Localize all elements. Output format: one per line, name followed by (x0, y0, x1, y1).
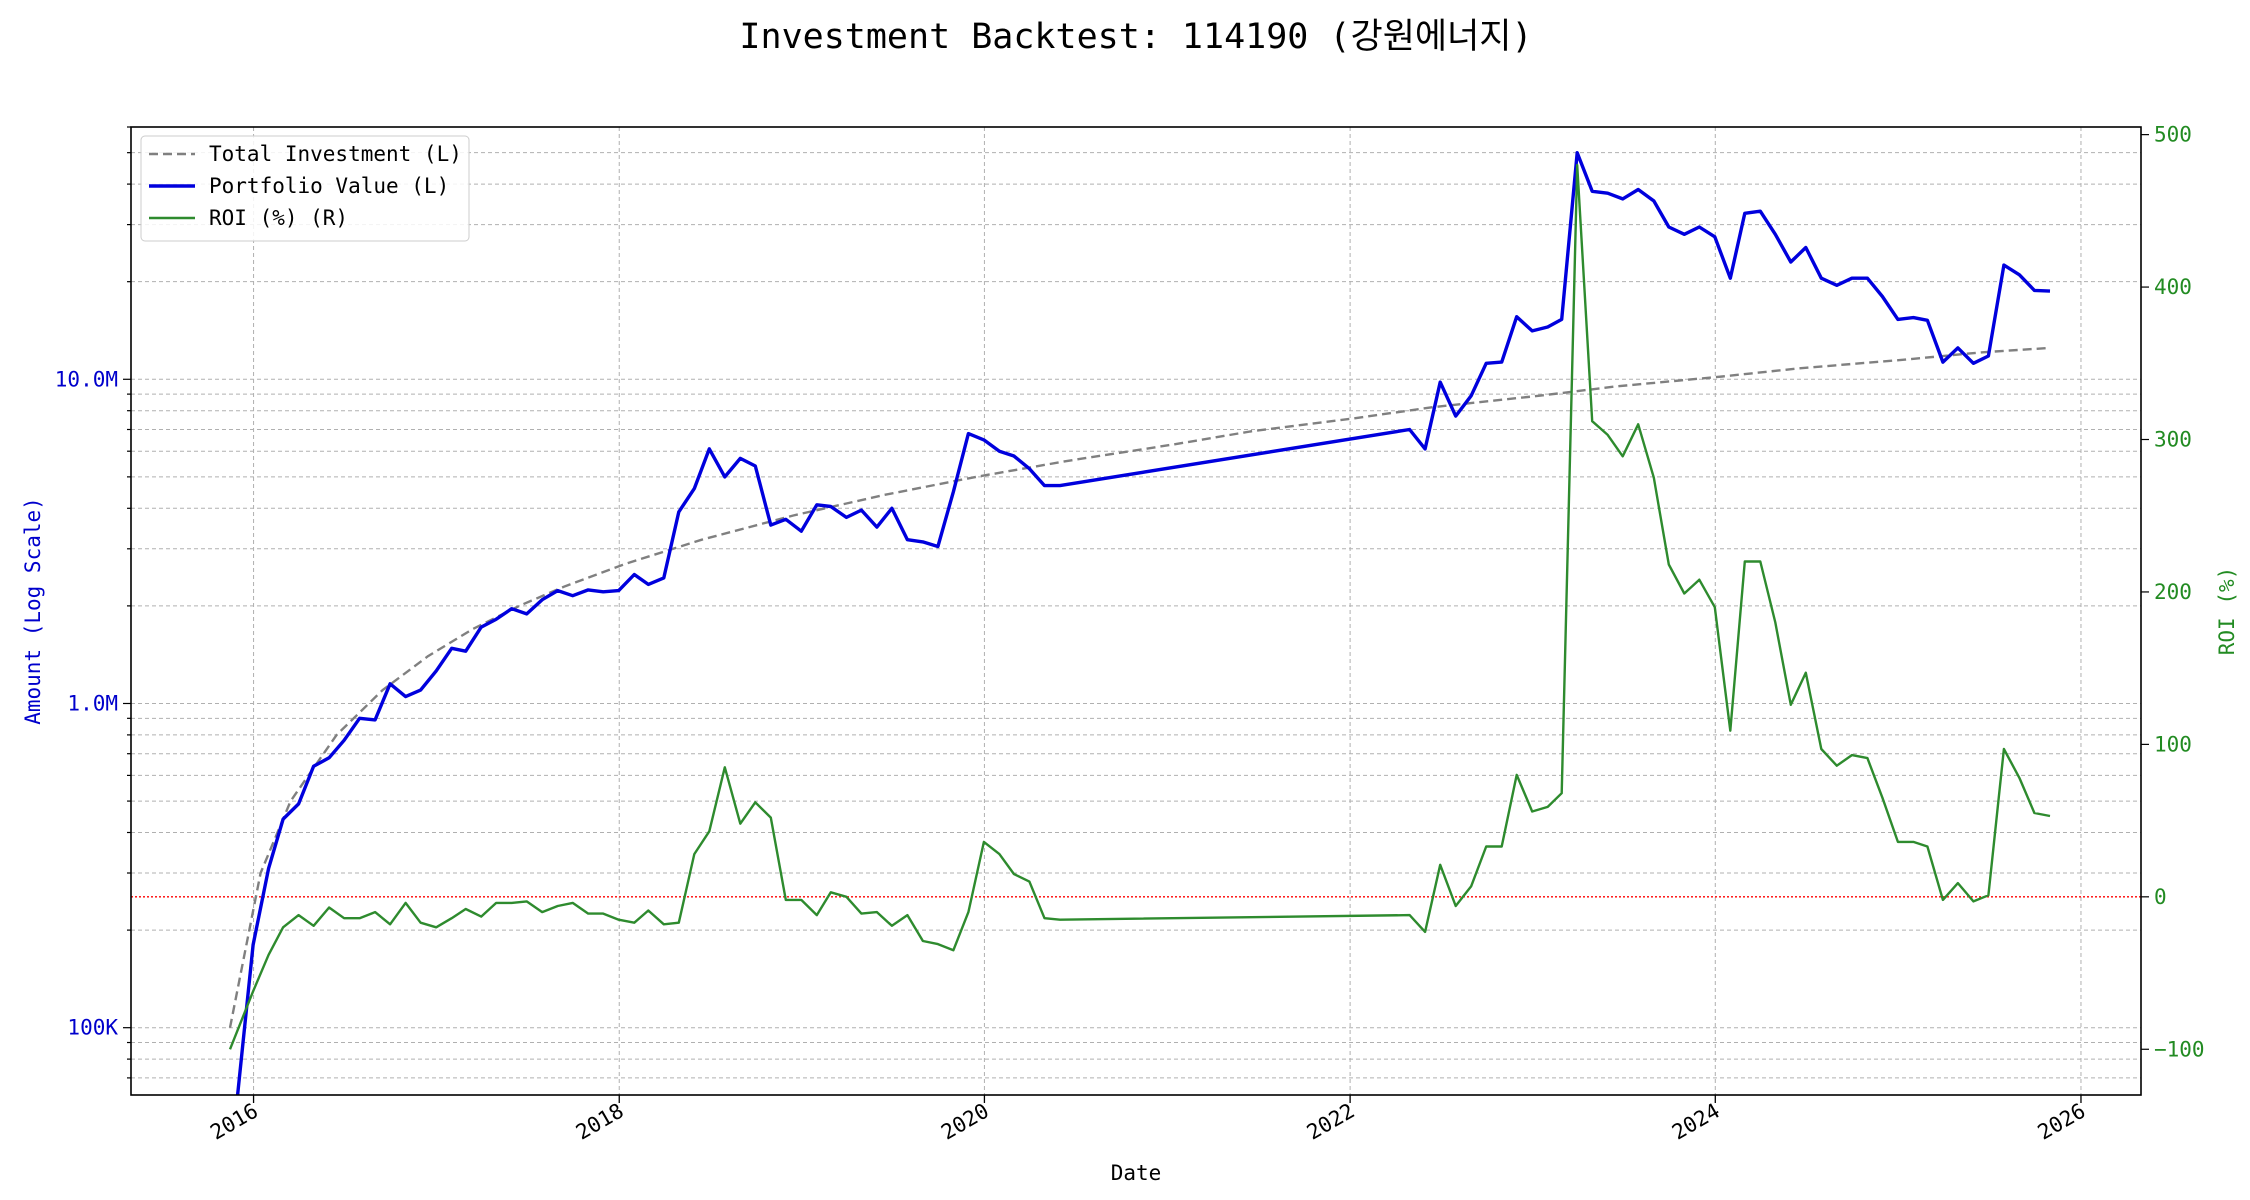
y-right-tick-label: −100 (2154, 1037, 2205, 1061)
x-axis-label: Date (1111, 1161, 1162, 1185)
y-right-tick-label: 200 (2154, 580, 2192, 604)
y-right-tick-label: 500 (2154, 123, 2192, 147)
legend-label-1: Portfolio Value (L) (209, 174, 449, 198)
y-right-tick-label: 300 (2154, 428, 2192, 452)
axis-ticks: 2016 2018 2020 2022 2024 2026100K1.0M10.0M−10… (55, 123, 2205, 1145)
series-line-0 (228, 346, 2051, 1028)
legend-label-2: ROI (%) (R) (209, 206, 348, 230)
y-left-tick-label: 100K (67, 1016, 118, 1040)
legend-label-0: Total Investment (L) (209, 142, 462, 166)
legend: Total Investment (L) Portfolio Value (L) R… (140, 135, 470, 242)
y-right-tick-label: 100 (2154, 732, 2192, 756)
plot-frame (130, 126, 2142, 1096)
y-left-tick-label: 10.0M (55, 367, 118, 391)
series-line-1 (235, 150, 2051, 1096)
grid (131, 126, 2141, 1095)
y-axis-right-label: ROI (%) (2215, 567, 2239, 656)
chart-title: Investment Backtest: 114190 (강원에너지) (739, 17, 1532, 57)
series-line-2 (228, 163, 2051, 1050)
y-right-tick-label: 400 (2154, 275, 2192, 299)
y-right-tick-label: 0 (2154, 885, 2167, 909)
legend-box (140, 135, 470, 242)
y-axis-left-label: Amount (Log Scale) (21, 497, 45, 725)
y-left-tick-label: 1.0M (67, 691, 118, 715)
series-lines (228, 150, 2051, 1096)
